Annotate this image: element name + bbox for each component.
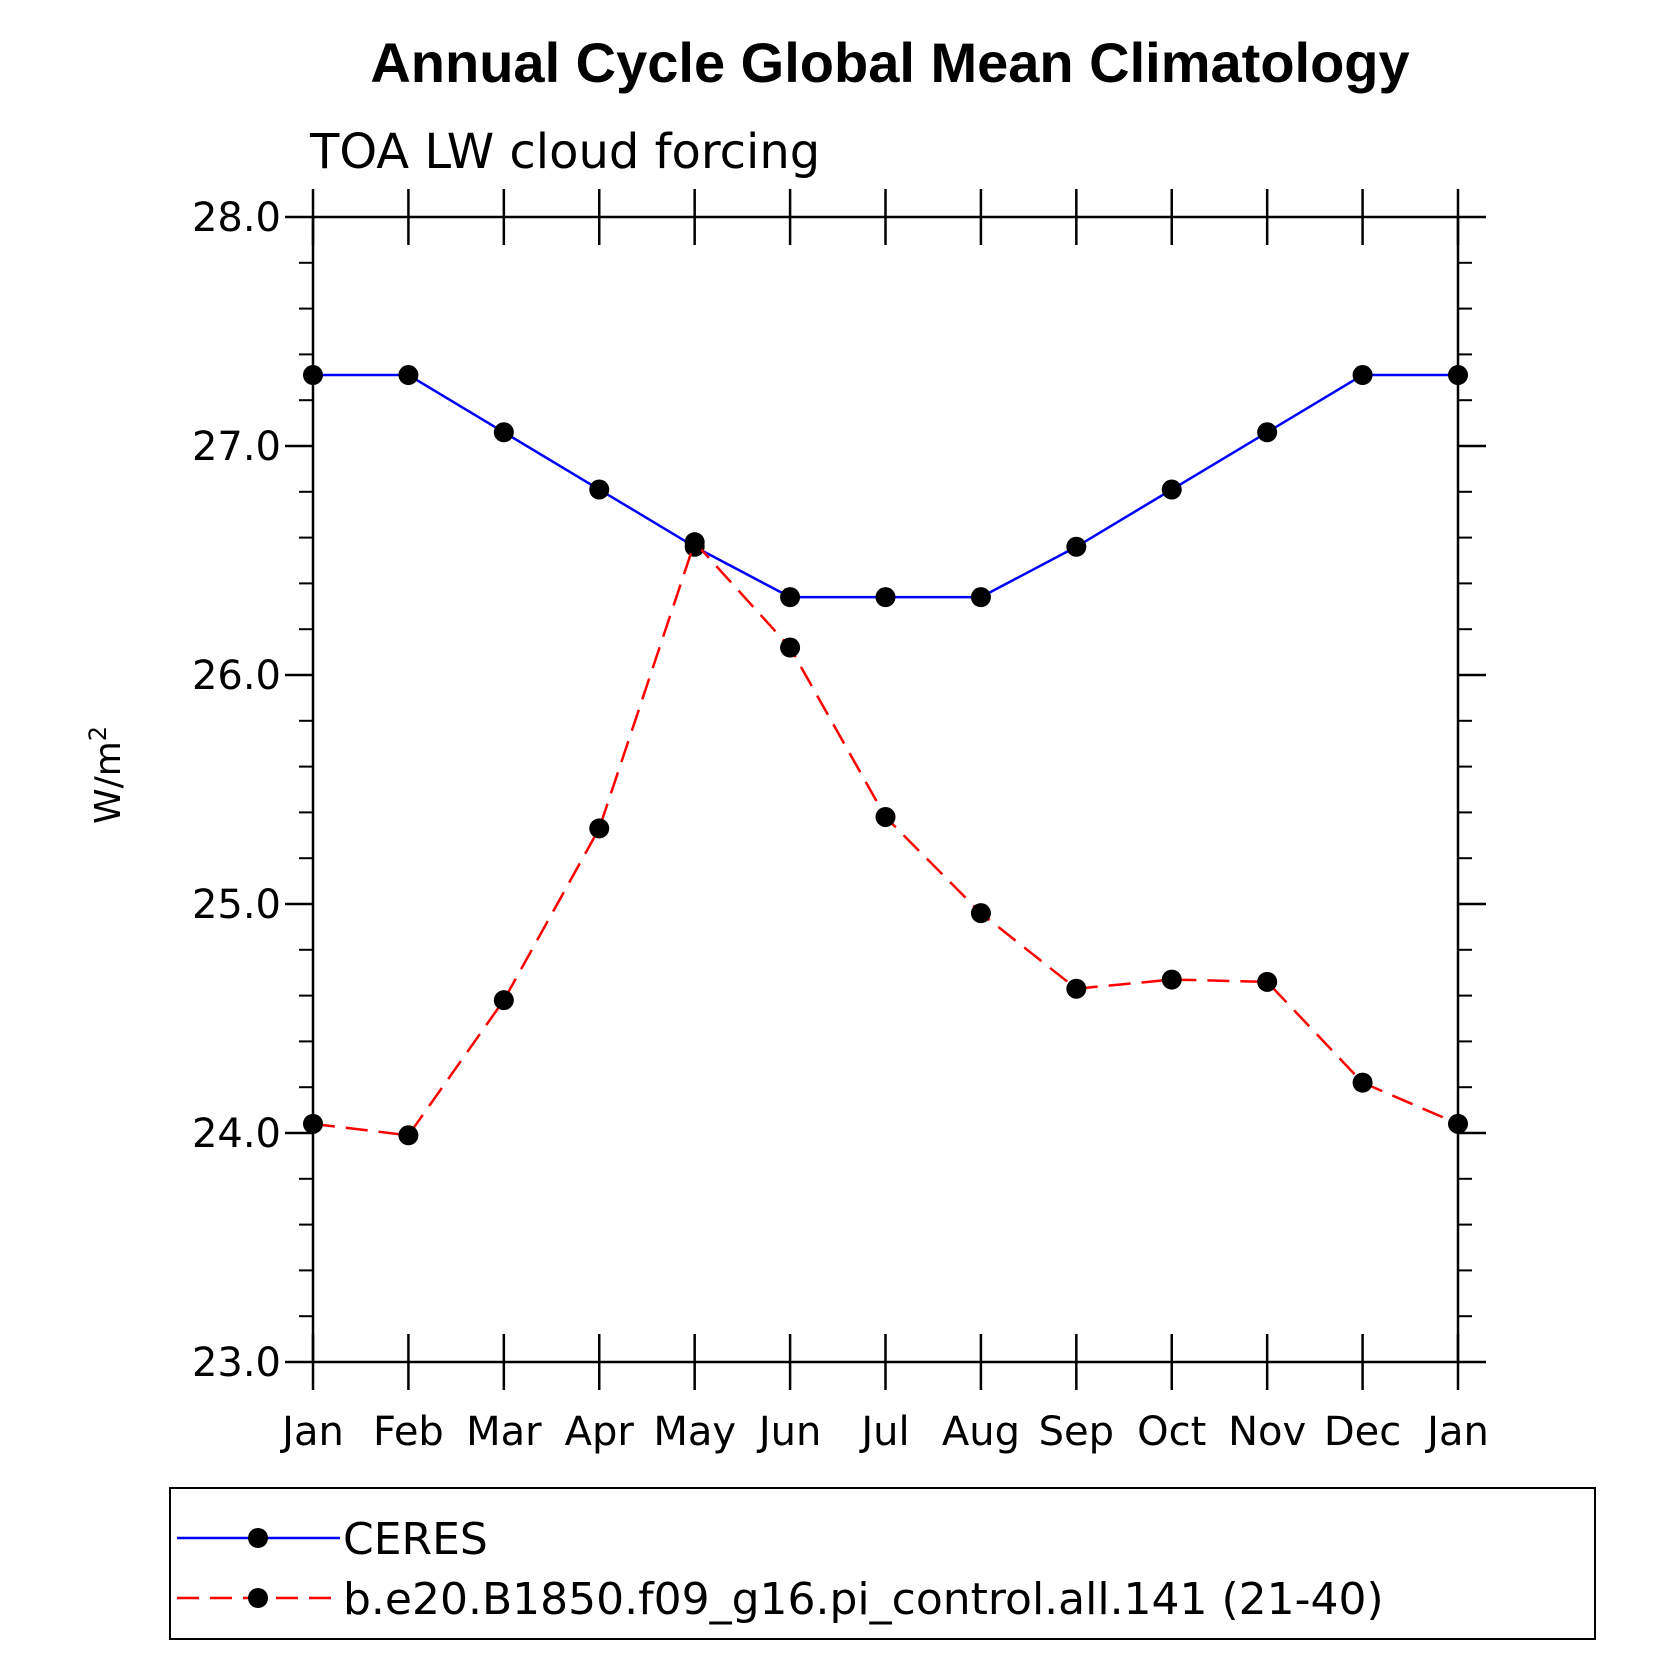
legend-label-1: b.e20.B1850.f09_g16.pi_control.all.141 (…: [343, 1574, 1384, 1625]
chart-subtitle: TOA LW cloud forcing: [309, 124, 820, 180]
y-axis-label-superscript: 2: [84, 726, 112, 741]
legend-marker-1: [248, 1588, 268, 1608]
y-tick-label: 24.0: [192, 1111, 281, 1157]
y-tick-label: 25.0: [192, 882, 281, 928]
series-0-point: [589, 479, 610, 500]
y-tick-label: 28.0: [192, 195, 281, 241]
series-1-point: [493, 990, 514, 1011]
x-tick-label: Jan: [279, 1409, 344, 1455]
x-tick-label: Feb: [373, 1409, 444, 1455]
series-1-point: [1448, 1113, 1468, 1134]
x-tick-label: Jul: [858, 1409, 909, 1455]
y-axis-label-text: W/m: [88, 741, 129, 824]
series-1-point: [398, 1125, 419, 1146]
x-tick-label: Jan: [1424, 1409, 1489, 1455]
series-0-point: [1448, 365, 1468, 386]
series-0-point: [493, 422, 514, 443]
x-tick-label: Apr: [565, 1409, 635, 1455]
series-0-point: [398, 365, 419, 386]
series-0-point: [970, 587, 991, 608]
series-1-point: [1257, 971, 1278, 992]
x-tick-label: Sep: [1039, 1409, 1114, 1455]
series-0-point: [1161, 479, 1182, 500]
series-1-point: [970, 903, 991, 924]
legend-box: [169, 1487, 1596, 1640]
x-tick-label: Nov: [1228, 1409, 1306, 1455]
series-0-point: [303, 365, 323, 386]
legend: CERES b.e20.B1850.f09_g16.pi_control.all.…: [169, 1487, 1596, 1640]
series-0-point: [1257, 422, 1278, 443]
series-1-point: [684, 532, 705, 553]
series-1-point: [1066, 978, 1087, 999]
legend-marker-0: [248, 1528, 268, 1548]
series-1-point: [589, 818, 610, 839]
series-1-point: [780, 637, 801, 658]
y-tick-label: 23.0: [192, 1340, 281, 1386]
x-tick-label: Mar: [466, 1409, 542, 1455]
legend-label-0: CERES: [343, 1514, 488, 1565]
series-0-point: [1066, 536, 1087, 557]
chart-title: Annual Cycle Global Mean Climatology: [370, 31, 1409, 94]
series-0-point: [780, 587, 801, 608]
series-line-1: [312, 539, 1459, 1137]
y-axis-label: W/m2: [84, 726, 129, 824]
x-tick-label: May: [653, 1409, 736, 1455]
series-1-point: [303, 1113, 323, 1134]
y-tick-label: 27.0: [192, 424, 281, 470]
x-tick-label: Aug: [942, 1409, 1020, 1455]
axes: Jan Feb Mar Apr May Jun Jul Aug Sep Oct Nov Dec Jan 2…: [192, 189, 1489, 1455]
x-tick-label: Jun: [756, 1409, 822, 1455]
x-tick-label: Oct: [1137, 1409, 1206, 1455]
series-1-point: [1352, 1072, 1373, 1093]
series-1-point: [875, 806, 896, 827]
series-0-point: [875, 587, 896, 608]
series-line-0: [313, 373, 1458, 599]
x-tick-label: Dec: [1324, 1409, 1401, 1455]
plot-frame: [311, 215, 1460, 1364]
y-tick-label: 26.0: [192, 653, 281, 699]
series-layer: [303, 365, 1468, 1146]
series-0-point: [1352, 365, 1373, 386]
series-1-point: [1161, 969, 1182, 990]
